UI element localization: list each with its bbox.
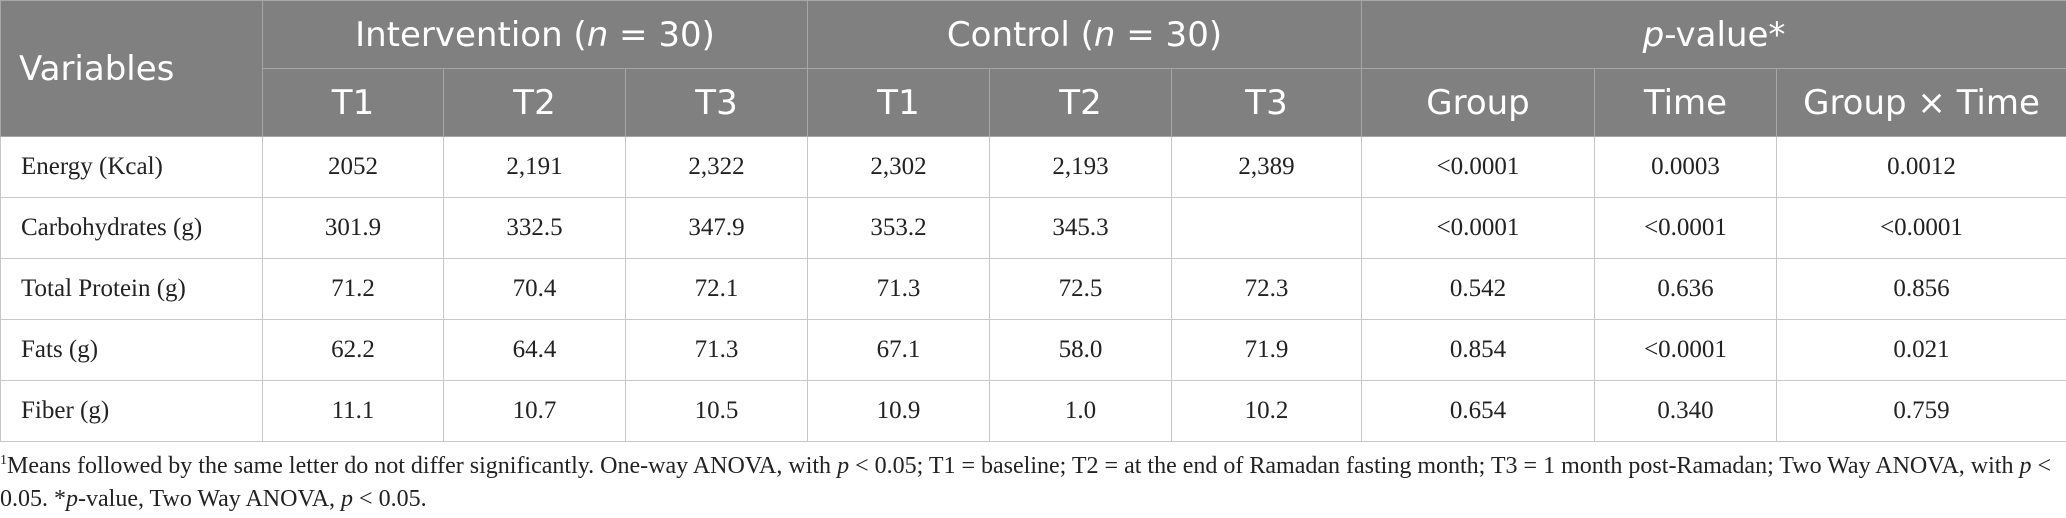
table-cell: 2,389: [1171, 136, 1362, 198]
control-n: n: [1093, 14, 1116, 55]
variable-name: Fats (g): [0, 319, 263, 381]
table-cell: 2,191: [443, 136, 626, 198]
table-cell: 1.0: [989, 380, 1172, 442]
table-cell: 0.854: [1361, 319, 1595, 381]
table-cell: <0.0001: [1361, 136, 1595, 198]
footnote-marker: 1: [0, 453, 7, 468]
subcolumn-header: T3: [625, 68, 808, 137]
table-cell: 345.3: [989, 197, 1172, 259]
subcolumn-header: Group × Time: [1775, 68, 2066, 137]
table-cell: 64.4: [443, 319, 626, 381]
table-row: Fats (g) 62.2 64.4 71.3 67.1 58.0 71.9 0…: [0, 319, 2066, 381]
subcolumn-header: T2: [443, 68, 626, 137]
header-sub-row: T1 T2 T3 T1 T2 T3 Group Time Group × Tim…: [1, 68, 2066, 137]
table-cell: 62.2: [262, 319, 444, 381]
table-cell: 58.0: [989, 319, 1172, 381]
table-cell: 70.4: [443, 258, 626, 320]
subcolumn-header: Time: [1594, 68, 1777, 137]
table-cell: 332.5: [443, 197, 626, 259]
footnote-text: < 0.05. *: [0, 453, 2052, 512]
control-group-header: Control (n = 30): [807, 0, 1362, 69]
table-cell: 0.856: [1775, 258, 2066, 320]
pvalue-group-header: p-value*: [1360, 0, 2066, 69]
table-cell: 0.542: [1361, 258, 1595, 320]
table-cell: 72.3: [1171, 258, 1362, 320]
table-cell: <0.0001: [1361, 197, 1595, 259]
footnote-text: Means followed by the same letter do not…: [7, 453, 838, 479]
table-cell: 10.5: [625, 380, 808, 442]
table-cell: 67.1: [807, 319, 990, 381]
header-group-row: Variables Intervention (n = 30) Control …: [0, 0, 2066, 137]
table-cell: 0.654: [1361, 380, 1595, 442]
intervention-n: n: [586, 14, 609, 55]
table-cell: <0.0001: [1775, 197, 2066, 259]
intervention-suffix: = 30): [608, 14, 715, 55]
table-cell: 10.2: [1171, 380, 1362, 442]
variable-name: Total Protein (g): [0, 258, 263, 320]
table-cell: <0.0001: [1594, 319, 1777, 381]
footnote-text: -value, Two Way ANOVA,: [78, 486, 342, 512]
intervention-group-header: Intervention (n = 30): [262, 0, 808, 69]
table-cell: 71.3: [807, 258, 990, 320]
table-cell: 10.7: [443, 380, 626, 442]
table-cell: 0.0012: [1775, 136, 2066, 198]
control-prefix: Control (: [946, 14, 1094, 55]
nutrient-intake-table: Variables Intervention (n = 30) Control …: [0, 0, 2066, 442]
table-row: Total Protein (g) 71.2 70.4 72.1 71.3 72…: [0, 258, 2066, 320]
footnote-p: p: [341, 486, 354, 512]
variable-name: Carbohydrates (g): [0, 197, 263, 259]
table-header: Variables Intervention (n = 30) Control …: [0, 0, 2066, 137]
table-cell: [1171, 197, 1362, 259]
subcolumn-header: T2: [989, 68, 1172, 137]
table-cell: 71.3: [625, 319, 808, 381]
variable-name: Fiber (g): [0, 380, 263, 442]
table-cell: 2,302: [807, 136, 990, 198]
table-cell: 353.2: [807, 197, 990, 259]
table-cell: 71.2: [262, 258, 444, 320]
footnote-text: < 0.05.: [353, 486, 427, 512]
table-cell: 0.340: [1594, 380, 1777, 442]
table-row: Carbohydrates (g) 301.9 332.5 347.9 353.…: [0, 197, 2066, 259]
table-cell: 2,193: [989, 136, 1172, 198]
footnote-p: p: [2019, 453, 2032, 479]
control-suffix: = 30): [1115, 14, 1223, 55]
table-row: Energy (Kcal) 2052 2,191 2,322 2,302 2,1…: [0, 136, 2066, 198]
subcolumn-header: T3: [1171, 68, 1362, 137]
pvalue-p: p: [1642, 14, 1665, 55]
footnote-p: p: [837, 453, 850, 479]
table-cell: 11.1: [262, 380, 444, 442]
table-cell: 0.636: [1594, 258, 1777, 320]
variable-name: Energy (Kcal): [0, 136, 263, 198]
table-cell: 0.759: [1775, 380, 2066, 442]
table-cell: 2052: [262, 136, 444, 198]
table-cell: 0.021: [1775, 319, 2066, 381]
table-cell: <0.0001: [1594, 197, 1777, 259]
table-footnote: 1Means followed by the same letter do no…: [0, 450, 2060, 516]
table-body: Energy (Kcal) 2052 2,191 2,322 2,302 2,1…: [0, 136, 2066, 442]
variables-header: Variables: [0, 0, 263, 137]
table-cell: 2,322: [625, 136, 808, 198]
table-cell: 301.9: [262, 197, 444, 259]
table-row: Fiber (g) 11.1 10.7 10.5 10.9 1.0 10.2 0…: [0, 380, 2066, 442]
subcolumn-header: T1: [807, 68, 990, 137]
subcolumn-header: T1: [262, 68, 444, 137]
table-cell: 10.9: [807, 380, 990, 442]
table-cell: 72.1: [625, 258, 808, 320]
table-cell: 0.0003: [1594, 136, 1777, 198]
table-cell: 72.5: [989, 258, 1172, 320]
footnote-p: p: [66, 486, 78, 512]
intervention-prefix: Intervention (: [355, 14, 587, 55]
table-cell: 71.9: [1171, 319, 1362, 381]
pvalue-suffix: -value*: [1664, 14, 1786, 55]
subcolumn-header: Group: [1361, 68, 1595, 137]
footnote-text: < 0.05; T1 = baseline; T2 = at the end o…: [849, 453, 2020, 479]
table-cell: 347.9: [625, 197, 808, 259]
